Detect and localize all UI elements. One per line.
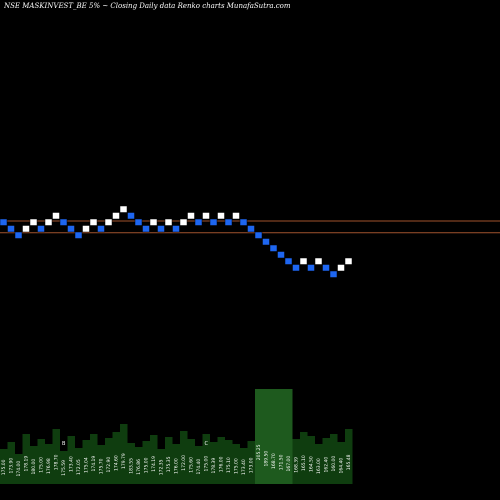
volume-label: 179.79 xyxy=(121,453,127,469)
down-brick xyxy=(322,264,330,272)
volume-label: 183.55 xyxy=(129,458,135,474)
down-brick xyxy=(254,231,263,239)
up-brick xyxy=(314,257,323,265)
up-brick xyxy=(149,218,158,226)
down-brick xyxy=(292,264,300,272)
down-brick xyxy=(209,218,218,226)
chart-title: NSE MASKINVEST_BE 5% ~ Closing Daily dat… xyxy=(4,2,291,10)
down-brick xyxy=(134,218,143,226)
volume-marker: B xyxy=(62,441,66,447)
volume-label: 174.19 xyxy=(91,456,97,472)
up-brick xyxy=(187,212,195,220)
up-brick xyxy=(112,212,120,220)
volume-label: 189.50 xyxy=(264,451,270,467)
volume-label: 178.39 xyxy=(211,458,217,474)
volume-label: 175.10 xyxy=(226,457,232,473)
down-brick xyxy=(67,225,75,233)
down-brick xyxy=(284,257,293,265)
volume-label: 164.50 xyxy=(309,456,315,472)
volume-label: 162.40 xyxy=(324,457,330,473)
volume-label: 176.86 xyxy=(136,459,142,475)
up-brick xyxy=(164,218,173,226)
down-brick xyxy=(269,244,278,252)
volume-label: 175.04 xyxy=(84,457,90,473)
volume-label: 174.00 xyxy=(16,461,22,477)
volume-label: 176.98 xyxy=(46,458,52,474)
volume-label: 175.59 xyxy=(61,460,67,476)
volume-label: 165.10 xyxy=(301,455,307,471)
up-brick xyxy=(119,205,128,213)
volume-label: 205.25 xyxy=(256,444,262,460)
volume-label: 180.00 xyxy=(31,459,37,475)
volume-label: 172.00 xyxy=(181,455,187,471)
volume-label: 163.00 xyxy=(316,458,322,474)
volume-label: 174.19 xyxy=(151,456,157,472)
down-brick xyxy=(0,218,8,226)
up-brick xyxy=(232,212,240,220)
volume-label: 160.00 xyxy=(331,456,337,472)
volume-label: 178.70 xyxy=(54,454,60,470)
up-brick xyxy=(89,218,98,226)
volume-label: 168.39 xyxy=(294,457,300,473)
up-brick xyxy=(29,218,38,226)
volume-label: 167.00 xyxy=(286,456,292,472)
volume-label: 175.70 xyxy=(99,458,105,474)
up-brick xyxy=(202,212,210,220)
volume-label: 175.00 xyxy=(234,458,240,474)
up-brick xyxy=(337,264,345,272)
down-brick xyxy=(194,218,203,226)
up-brick xyxy=(299,257,308,265)
volume-spike xyxy=(255,389,293,484)
volume-label: 174.40 xyxy=(196,459,202,475)
up-brick xyxy=(179,218,188,226)
volume-label: 173.90 xyxy=(9,458,15,474)
volume-label: 165.48 xyxy=(346,454,352,470)
up-brick xyxy=(52,212,60,220)
volume-label: 175.60 xyxy=(189,457,195,473)
down-brick xyxy=(277,251,285,259)
volume-label: 164.40 xyxy=(339,458,345,474)
down-brick xyxy=(172,225,180,233)
volume-label: 172.35 xyxy=(159,459,165,475)
volume-label: 174.60 xyxy=(114,455,120,471)
down-brick xyxy=(7,225,15,233)
up-brick xyxy=(22,225,30,233)
volume-label: 173.40 xyxy=(69,456,75,472)
down-brick xyxy=(307,264,315,272)
down-brick xyxy=(262,238,270,246)
down-brick xyxy=(224,218,233,226)
volume-label: 173.00 xyxy=(249,457,255,473)
down-brick xyxy=(329,270,338,278)
volume-label: 171.50 xyxy=(279,454,285,470)
volume-label: 168.70 xyxy=(271,453,277,469)
volume-label: 175.00 xyxy=(39,457,45,473)
up-brick xyxy=(104,218,113,226)
down-brick xyxy=(247,225,255,233)
volume-label: 175.00 xyxy=(144,457,150,473)
down-brick xyxy=(59,218,68,226)
down-brick xyxy=(127,212,135,220)
volume-label: 176.00 xyxy=(174,458,180,474)
down-brick xyxy=(142,225,150,233)
up-brick xyxy=(82,225,90,233)
volume-marker: C xyxy=(205,441,209,447)
volume-label: 176.00 xyxy=(219,456,225,472)
down-brick xyxy=(37,225,45,233)
down-brick xyxy=(239,218,248,226)
volume-label: 172.05 xyxy=(76,459,82,475)
volume-label: 175.00 xyxy=(204,456,210,472)
up-brick xyxy=(44,218,53,226)
down-brick xyxy=(157,225,165,233)
down-brick xyxy=(14,231,23,239)
up-brick xyxy=(344,257,353,265)
down-brick xyxy=(74,231,83,239)
volume-label: 172.90 xyxy=(106,457,112,473)
up-brick xyxy=(217,212,225,220)
volume-label: 173.40 xyxy=(241,459,247,475)
down-brick xyxy=(97,225,105,233)
volume-label: 175.00 xyxy=(1,459,7,475)
volume-label: 178.19 xyxy=(24,456,30,472)
volume-label: 175.35 xyxy=(166,456,172,472)
